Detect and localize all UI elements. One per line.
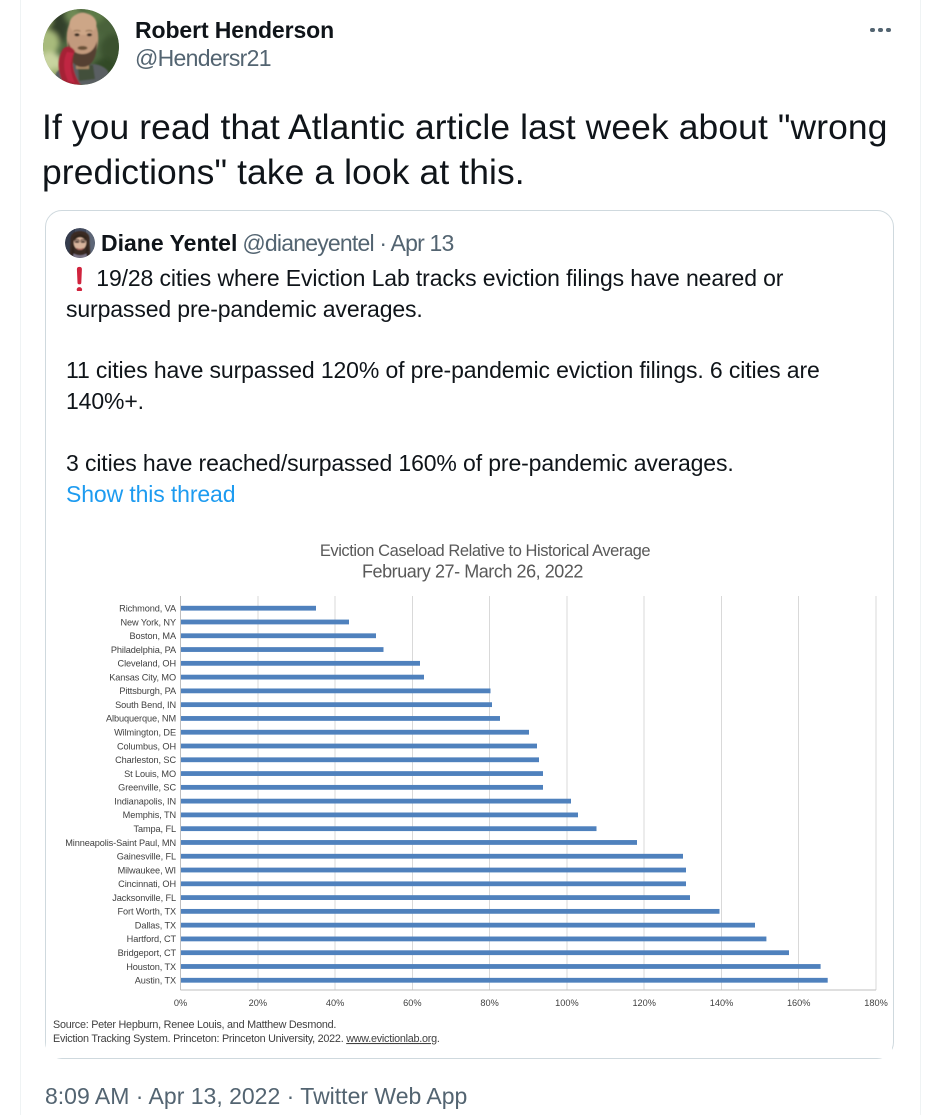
svg-text:Milwaukee, WI: Milwaukee, WI [118,865,176,875]
svg-text:Eviction Caseload Relative to: Eviction Caseload Relative to Historical… [320,542,651,560]
svg-text:Hartford, CT: Hartford, CT [127,934,177,944]
svg-text:Minneapolis-Saint Paul, MN: Minneapolis-Saint Paul, MN [65,838,176,848]
svg-text:Richmond, VA: Richmond, VA [119,604,177,614]
svg-text:180%: 180% [864,998,888,1008]
svg-text:Cleveland, OH: Cleveland, OH [118,659,176,669]
svg-text:Tampa, FL: Tampa, FL [133,824,176,834]
svg-text:Bridgeport, CT: Bridgeport, CT [118,948,177,958]
svg-text:Indianapolis, IN: Indianapolis, IN [114,796,176,806]
svg-text:Kansas City, MO: Kansas City, MO [109,672,176,682]
svg-text:Source: Peter Hepburn, Renee L: Source: Peter Hepburn, Renee Louis, and … [53,1019,336,1031]
svg-text:Austin, TX: Austin, TX [135,976,176,986]
svg-text:100%: 100% [555,998,579,1008]
svg-text:Fort Worth, TX: Fort Worth, TX [117,907,176,917]
svg-text:120%: 120% [632,998,656,1008]
svg-text:160%: 160% [787,998,811,1008]
svg-text:Charleston, SC: Charleston, SC [115,755,176,765]
svg-text:New York, NY: New York, NY [121,617,176,627]
svg-text:Jacksonville, FL: Jacksonville, FL [112,893,176,903]
svg-text:0%: 0% [174,998,187,1008]
svg-text:140%: 140% [710,998,734,1008]
svg-text:Pittsburgh, PA: Pittsburgh, PA [119,686,177,696]
svg-text:40%: 40% [326,998,344,1008]
svg-text:Dallas, TX: Dallas, TX [135,920,176,930]
svg-text:Boston, MA: Boston, MA [130,631,177,641]
svg-text:60%: 60% [403,998,421,1008]
svg-text:February 27- March 26, 2022: February 27- March 26, 2022 [362,561,583,581]
svg-text:Gainesville, FL: Gainesville, FL [117,852,176,862]
svg-text:Wilmington, DE: Wilmington, DE [114,728,176,738]
svg-text:Eviction Tracking System. Prin: Eviction Tracking System. Princeton: Pri… [53,1033,440,1045]
svg-text:20%: 20% [249,998,267,1008]
svg-text:Albuquerque, NM: Albuquerque, NM [106,714,176,724]
svg-text:Cincinnati, OH: Cincinnati, OH [118,879,176,889]
svg-text:Houston, TX: Houston, TX [126,962,176,972]
svg-text:St Louis, MO: St Louis, MO [124,769,176,779]
svg-text:Memphis, TN: Memphis, TN [123,810,176,820]
svg-text:80%: 80% [480,998,498,1008]
svg-text:Philadelphia, PA: Philadelphia, PA [111,645,177,655]
svg-text:Greenville, SC: Greenville, SC [118,783,176,793]
svg-text:Columbus, OH: Columbus, OH [117,741,176,751]
svg-text:South Bend, IN: South Bend, IN [115,700,176,710]
